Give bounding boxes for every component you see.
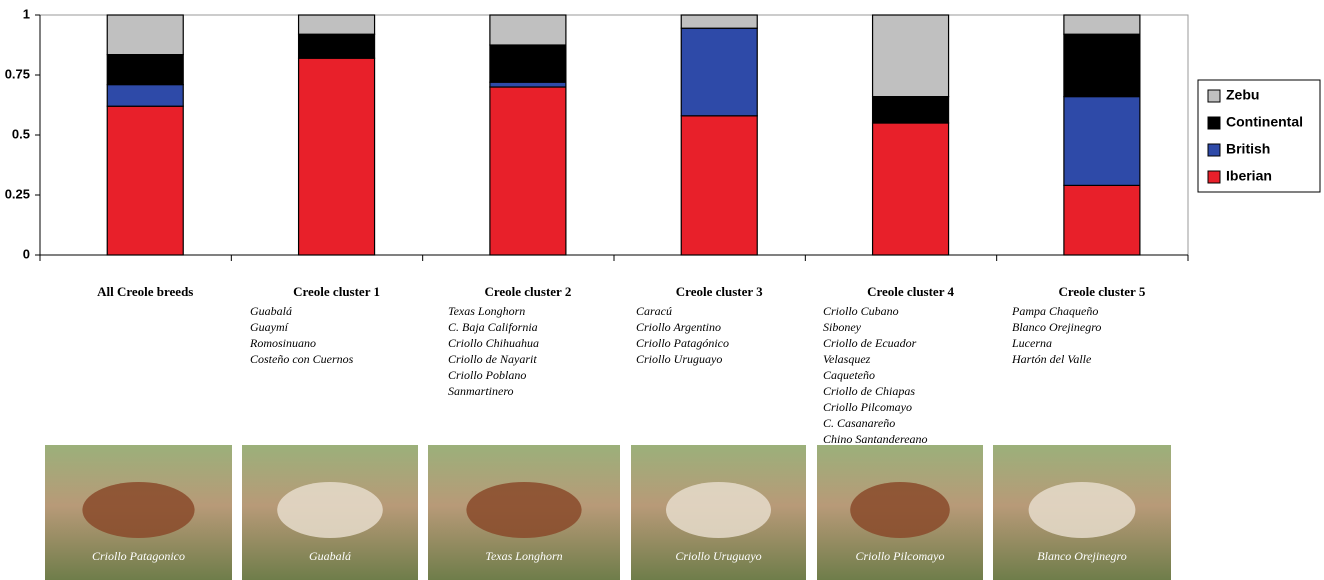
photo-animal [466,482,581,538]
bar-segment [1064,97,1140,186]
breed-name: C. Baja California [448,320,538,334]
breed-name: Criollo Patagónico [636,336,729,350]
bar-segment [490,45,566,82]
breed-name: Blanco Orejinegro [1012,320,1101,334]
bar-segment [490,87,566,255]
photo-animal [850,482,950,538]
legend-label: Zebu [1226,87,1259,103]
category-label: Creole cluster 2 [484,284,571,299]
category-label: All Creole breeds [97,284,193,299]
bar-segment [299,15,375,34]
photo-caption: Criollo Patagonico [92,549,185,563]
photo-caption: Texas Longhorn [485,549,562,563]
bar-segment [490,15,566,45]
breed-name: Romosinuano [249,336,316,350]
photo-animal [82,482,194,538]
category-label: Creole cluster 5 [1058,284,1145,299]
photo-caption: Criollo Pilcomayo [856,549,945,563]
bar-segment [299,58,375,255]
legend-label: British [1226,141,1270,157]
breed-name: Criollo de Nayarit [448,352,537,366]
breed-name: Criollo Cubano [823,304,899,318]
breed-name: Hartón del Valle [1011,352,1092,366]
breed-name: Texas Longhorn [448,304,525,318]
bar-segment [681,116,757,255]
y-tick-label: 0.25 [5,186,30,201]
legend-swatch [1208,117,1220,129]
bar-segment [107,15,183,55]
legend-label: Continental [1226,114,1303,130]
bar-segment [1064,34,1140,96]
photo-animal [666,482,771,538]
breed-name: Criollo Poblano [448,368,526,382]
bar-segment [1064,15,1140,34]
photo-caption: Criollo Uruguayo [675,549,761,563]
bar-segment [681,28,757,116]
legend-label: Iberian [1226,168,1272,184]
breed-name: Criollo de Chiapas [823,384,915,398]
y-tick-label: 0.75 [5,66,30,81]
legend-swatch [1208,171,1220,183]
breed-name: Chino Santandereano [823,432,928,446]
breed-name: Guabalá [250,304,292,318]
y-tick-label: 0 [23,246,30,261]
legend-swatch [1208,144,1220,156]
breed-name: Guaymí [250,320,290,334]
bar-segment [681,15,757,28]
breed-name: Pampa Chaqueño [1011,304,1098,318]
legend-swatch [1208,90,1220,102]
breed-name: Sanmartinero [448,384,514,398]
bar-segment [299,34,375,58]
breed-name: Criollo Pilcomayo [823,400,912,414]
bar-segment [1064,185,1140,255]
chart: 0 0.25 0.5 0.75 1 Iberian British Continental Ze… [0,0,1324,580]
category-label: Creole cluster 4 [867,284,954,299]
category-label: Creole cluster 1 [293,284,380,299]
breed-name: Criollo Chihuahua [448,336,539,350]
breed-name: Siboney [823,320,862,334]
category-label: Creole cluster 3 [676,284,763,299]
breed-name: Criollo Uruguayo [636,352,722,366]
bar-segment [873,123,949,255]
bar-segment [490,82,566,87]
breed-name: Criollo de Ecuador [823,336,917,350]
breed-name: Caracú [636,304,672,318]
bar-segment [873,97,949,123]
bar-segment [107,55,183,85]
photo-caption: Guabalá [309,549,351,563]
breed-name: Caqueteño [823,368,875,382]
breed-name: Velasquez [823,352,871,366]
y-tick-label: 0.5 [12,126,30,141]
breed-name: Criollo Argentino [636,320,721,334]
breed-name: C. Casanareño [823,416,895,430]
bar-segment [107,106,183,255]
bar-segment [873,15,949,97]
plot-frame [40,15,1188,255]
bar-segment [107,85,183,107]
y-tick-label: 1 [23,6,30,21]
photo-animal [1029,482,1136,538]
photo-animal [277,482,383,538]
photo-caption: Blanco Orejinegro [1037,549,1126,563]
breed-name: Lucerna [1011,336,1052,350]
breed-name: Costeño con Cuernos [250,352,354,366]
